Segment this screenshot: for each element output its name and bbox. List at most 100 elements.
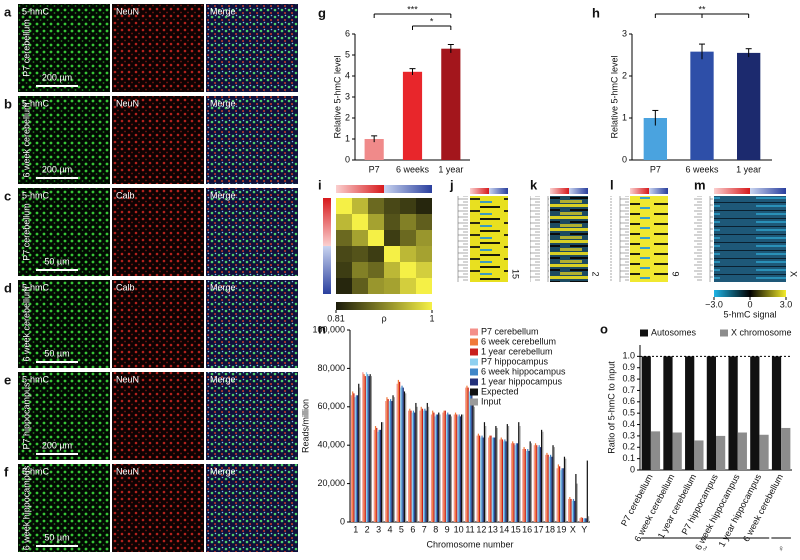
x-axis-label: Chromosome number xyxy=(426,539,513,549)
bar xyxy=(397,379,399,522)
annotation-bar xyxy=(550,188,569,194)
channel-label: Merge xyxy=(210,190,236,200)
panel-letter: d xyxy=(4,280,12,295)
bar xyxy=(462,414,464,522)
bar xyxy=(690,51,714,160)
bar xyxy=(421,408,424,522)
channel-label: NeuN xyxy=(116,98,139,108)
scale-bar-label: 50 µm xyxy=(44,348,69,358)
channel-label: Calb xyxy=(116,282,135,292)
bar xyxy=(482,437,484,522)
bar xyxy=(377,431,379,522)
micrograph xyxy=(206,4,298,92)
bar xyxy=(410,410,412,522)
x-tick-label: 6 weeks xyxy=(396,164,430,174)
legend-swatch xyxy=(470,348,478,356)
scale-bar-label: 200 µm xyxy=(42,440,72,450)
bar xyxy=(416,406,418,522)
panel-letter: i xyxy=(318,177,322,192)
bar xyxy=(537,447,539,522)
bar xyxy=(728,356,738,470)
panel-letter: g xyxy=(318,5,326,20)
bar xyxy=(461,414,463,522)
panel-letter: c xyxy=(4,188,11,203)
bar xyxy=(575,474,577,522)
bar xyxy=(438,412,440,522)
x-tick-label: 9 xyxy=(445,524,450,534)
bar xyxy=(419,410,421,522)
bar xyxy=(399,381,401,522)
y-axis-label: Relative 5-hmC level xyxy=(609,55,619,138)
heatmap-cell xyxy=(384,214,400,230)
cluster-label: X xyxy=(789,271,799,277)
dendrogram xyxy=(530,196,549,282)
dendrogram xyxy=(694,196,713,282)
bar xyxy=(443,410,445,522)
bar xyxy=(513,443,515,522)
bar xyxy=(494,437,496,522)
heatmap xyxy=(470,196,508,282)
bar xyxy=(563,456,566,522)
heatmap-cell xyxy=(416,198,432,214)
legend-swatch xyxy=(470,398,478,406)
x-tick-label: P7 xyxy=(369,164,380,174)
bar xyxy=(533,445,535,522)
bar xyxy=(466,385,468,522)
x-tick-label: 17 xyxy=(534,524,544,534)
heatmap-cell xyxy=(400,246,416,262)
bar xyxy=(528,450,530,522)
bar xyxy=(362,372,364,522)
bar xyxy=(409,408,411,522)
micrograph xyxy=(206,188,298,276)
bar xyxy=(472,402,474,522)
y-tick-label: 3 xyxy=(622,28,627,38)
x-tick-label: 14 xyxy=(499,524,509,534)
heatmap-cell xyxy=(352,230,368,246)
bar xyxy=(650,431,661,470)
panel-letter: b xyxy=(4,96,12,111)
bar xyxy=(501,439,504,522)
bar xyxy=(471,391,473,522)
bar xyxy=(759,434,769,470)
channel-label: NeuN xyxy=(116,6,139,16)
y-tick-label: 0.1 xyxy=(622,453,635,463)
bar xyxy=(552,445,554,522)
heatmap-cell xyxy=(416,278,432,294)
micrograph xyxy=(206,372,298,460)
bar xyxy=(485,426,487,522)
legend-label: Expected xyxy=(481,386,519,396)
channel-label: 5-hmC xyxy=(22,190,50,200)
y-tick-label: 100,000 xyxy=(312,324,345,334)
bar xyxy=(480,437,482,522)
bar xyxy=(355,395,357,522)
heatmap-cell xyxy=(368,246,384,262)
y-tick-label: 40,000 xyxy=(317,440,345,450)
y-tick-label: 6 xyxy=(345,28,350,38)
heatmap-cell xyxy=(400,262,416,278)
panel-letter: o xyxy=(600,321,608,336)
heatmap-cell xyxy=(368,198,384,214)
bar xyxy=(363,374,365,522)
group-label: ♀ xyxy=(778,543,785,553)
y-tick-label: 20,000 xyxy=(317,478,345,488)
legend-swatch xyxy=(640,329,648,337)
bar xyxy=(565,458,567,522)
bar xyxy=(545,454,547,522)
bar xyxy=(771,356,782,470)
x-tick-label: 4 xyxy=(387,524,392,534)
bar xyxy=(386,397,388,522)
significance-label: * xyxy=(430,16,434,26)
bar xyxy=(495,426,497,522)
bar xyxy=(547,454,549,522)
sample-label: 6 week cerebellum xyxy=(21,102,31,177)
bar xyxy=(643,118,667,160)
heatmap-cell xyxy=(336,262,352,278)
bar xyxy=(541,429,543,522)
bar xyxy=(477,433,479,522)
bar xyxy=(514,445,516,522)
y-tick-label: 1 xyxy=(622,112,627,122)
bar xyxy=(500,437,502,522)
x-tick-label: 15 xyxy=(511,524,521,534)
bar xyxy=(408,410,410,522)
micrograph xyxy=(18,280,110,368)
